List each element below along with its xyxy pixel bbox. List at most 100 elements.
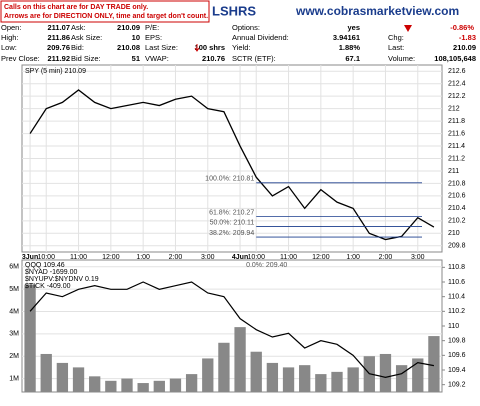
y-tick-label: 210.4 [448,205,466,212]
volume-bar [250,351,262,392]
field-label: Last Size: [145,43,178,52]
x-tick-label: 12:00 [312,254,330,261]
volume-bar [395,365,408,392]
field-label: High: [1,33,19,42]
y-tick-label: 212 [448,105,460,112]
y-tick-label: 211.2 [448,155,465,162]
volume-bar [266,362,279,392]
x-tick-label: 2:00 [379,254,393,261]
x-tick-label: 1:00 [136,254,150,261]
y-tick-label: 211.4 [448,143,465,150]
site: www.cobrasmarketview.com [295,4,459,18]
x-tick-label: 12:00 [102,254,120,261]
symbol-title: LSHRS [212,3,256,18]
field-value: 210.08 [117,43,140,52]
field-label: EPS: [145,33,162,42]
y-tick-label: 212.4 [448,81,466,88]
down-arrow [404,25,412,32]
fib-label: 100.0%: 210.81 [205,176,254,183]
x-tick-label: 10:00 [247,254,265,261]
notice-box [0,0,210,23]
field-label: SCTR (ETF): [232,54,276,63]
y2-tick-label: 109.6 [448,352,466,359]
quote-table: Open: 211.07 High: 211.86 Low: 209.76 Prev Clo… [1,23,476,63]
field-value: 108,105,648 [434,54,476,63]
volume-bar [89,376,101,392]
field-label: Open: [1,23,21,32]
field-value: 67.1 [345,54,360,63]
y-tick-label: 6M [9,264,19,271]
volume-bar [153,380,165,392]
field-label: Low: [1,43,17,52]
y-tick-label: 1M [9,375,19,382]
field-value: 51 [132,54,140,63]
field-label: Ask: [71,23,86,32]
field-value: 100 shrs [195,43,225,52]
volume-bar [56,362,69,392]
volume-bar [72,367,85,392]
fib-label: 50.0%: 210.11 [210,219,255,226]
y2-tick-label: 109.4 [448,367,466,374]
field-value: yes [347,23,360,32]
y-tick-label: 4M [9,308,19,315]
y-tick-label: 211.6 [448,130,465,137]
x-tick-label: 3Jun [22,254,38,261]
field-label: Prev Close: [1,54,40,63]
fib-label: 61.8%: 210.27 [209,209,254,216]
fib-label: 38.2%: 209.94 [209,230,254,237]
volume-bar [315,374,327,392]
field-label: Chg: [388,33,404,42]
volume-bar [24,284,36,392]
volume-bar [169,378,182,392]
field-label: Volume: [388,54,415,63]
volume-bar [428,336,440,392]
volume-bar [121,378,133,392]
x-tick-label: 2:00 [169,254,183,261]
x-tick-label: 11:00 [280,254,297,261]
field-label: Yield: [232,43,250,52]
field-value: 211.07 [47,23,70,32]
down-arrow [194,44,200,52]
field-label: P/E: [145,23,159,32]
y2-tick-label: 110.2 [448,308,465,315]
y2-tick-label: 109.2 [448,382,466,389]
volume-bar [347,367,359,392]
legend-entry: $TICK -409.00 [25,283,71,290]
volume-bar [282,367,295,392]
chart-title: SPY (5 min) 210.09 [25,68,86,75]
y-tick-label: 210 [448,230,460,237]
y-tick-label: 211 [448,168,459,175]
volume-bar [202,358,214,392]
volume-bar [234,327,246,392]
x-tick-label: 3:00 [411,254,425,261]
volume-bar [185,374,198,392]
legend-entry: QQQ 109.46 [25,262,65,269]
y2-tick-label: 109.8 [448,338,466,345]
field-value: -0.86% [450,23,474,32]
y-tick-label: 210.2 [448,218,466,225]
x-tick-label: 10:00 [37,254,55,261]
volume-bar [379,353,392,392]
x-tick-label: 4Jun [232,254,248,261]
field-label: Last: [388,43,404,52]
legend-entry: $NYUPV:$NYDNV 0.19 [25,276,99,283]
annotation: 0.0%: 209.40 [246,262,287,269]
field-value: 10 [132,33,140,42]
y-tick-label: 210.8 [448,180,466,187]
qqq-line [29,281,435,378]
y-tick-label: 3M [9,331,19,338]
field-value: 211.86 [47,33,70,42]
x-tick-label: 1:00 [346,254,360,261]
y-tick-label: 209.8 [448,243,466,250]
y2-tick-label: 110.8 [448,264,465,271]
volume-bar [331,371,343,392]
x-tick-label: 3:00 [201,254,215,261]
field-value: 1.88% [339,43,361,52]
y2-tick-label: 110.6 [448,279,465,286]
field-value: 211.92 [47,54,70,63]
field-label: VWAP: [145,54,169,63]
y2-tick-label: 110.4 [448,294,465,301]
y-tick-label: 2M [9,353,19,360]
y-tick-label: 5M [9,286,19,293]
